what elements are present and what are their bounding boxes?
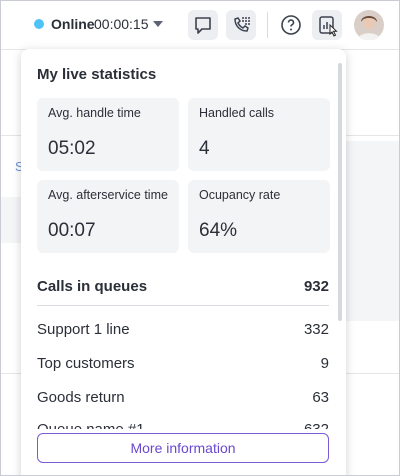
queue-row: Support 1 line 332 (37, 321, 329, 343)
queues-header: Calls in queues 932 (37, 278, 329, 300)
stat-value: 05:02 (48, 138, 96, 159)
status-dot (34, 19, 44, 29)
status-label[interactable]: Online (51, 16, 95, 32)
stat-card: Ocupancy rate 64% (188, 180, 330, 253)
stat-value: 00:07 (48, 220, 96, 241)
status-caret[interactable] (152, 20, 164, 28)
stat-value: 64% (199, 220, 238, 241)
separator (267, 12, 268, 38)
queue-name: Support 1 line (37, 321, 130, 338)
background-panel (346, 141, 399, 321)
status-timer: 00:00:15 (94, 16, 149, 32)
statistics-button[interactable] (312, 10, 342, 40)
more-information-button[interactable]: More information (37, 433, 329, 463)
queue-row: Top customers 9 (37, 355, 329, 377)
stat-value: 4 (199, 138, 210, 159)
queues-total: 932 (303, 278, 329, 295)
queue-value: 63 (312, 389, 329, 406)
background-text: S (15, 159, 24, 174)
help-button[interactable] (280, 14, 302, 36)
panel-title: My live statistics (37, 66, 157, 83)
dialpad-button[interactable] (226, 10, 256, 40)
queues-label: Calls in queues (37, 278, 148, 295)
user-avatar[interactable] (354, 10, 384, 40)
queue-name: Goods return (37, 389, 125, 406)
divider (37, 305, 329, 306)
stat-card: Avg. afterservice time 00:07 (37, 180, 179, 253)
stat-card: Handled calls 4 (188, 98, 330, 171)
stat-card: Avg. handle time 05:02 (37, 98, 179, 171)
stat-label: Avg. afterservice time (48, 188, 168, 202)
live-statistics-panel: My live statistics Avg. handle time 05:0… (21, 49, 346, 475)
scrollbar[interactable] (338, 63, 342, 321)
queue-name: Top customers (37, 355, 135, 372)
stat-label: Handled calls (199, 106, 275, 120)
stat-label: Avg. handle time (48, 106, 141, 120)
chat-button[interactable] (188, 10, 218, 40)
queue-value: 332 (303, 321, 329, 338)
stat-label: Ocupancy rate (199, 188, 281, 202)
queue-row: Goods return 63 (37, 389, 329, 411)
queue-value: 9 (320, 355, 329, 372)
